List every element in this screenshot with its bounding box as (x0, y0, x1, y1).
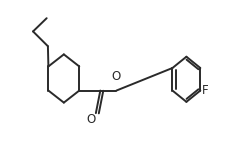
Text: O: O (87, 113, 96, 126)
Text: F: F (202, 84, 208, 97)
Text: O: O (112, 70, 121, 83)
